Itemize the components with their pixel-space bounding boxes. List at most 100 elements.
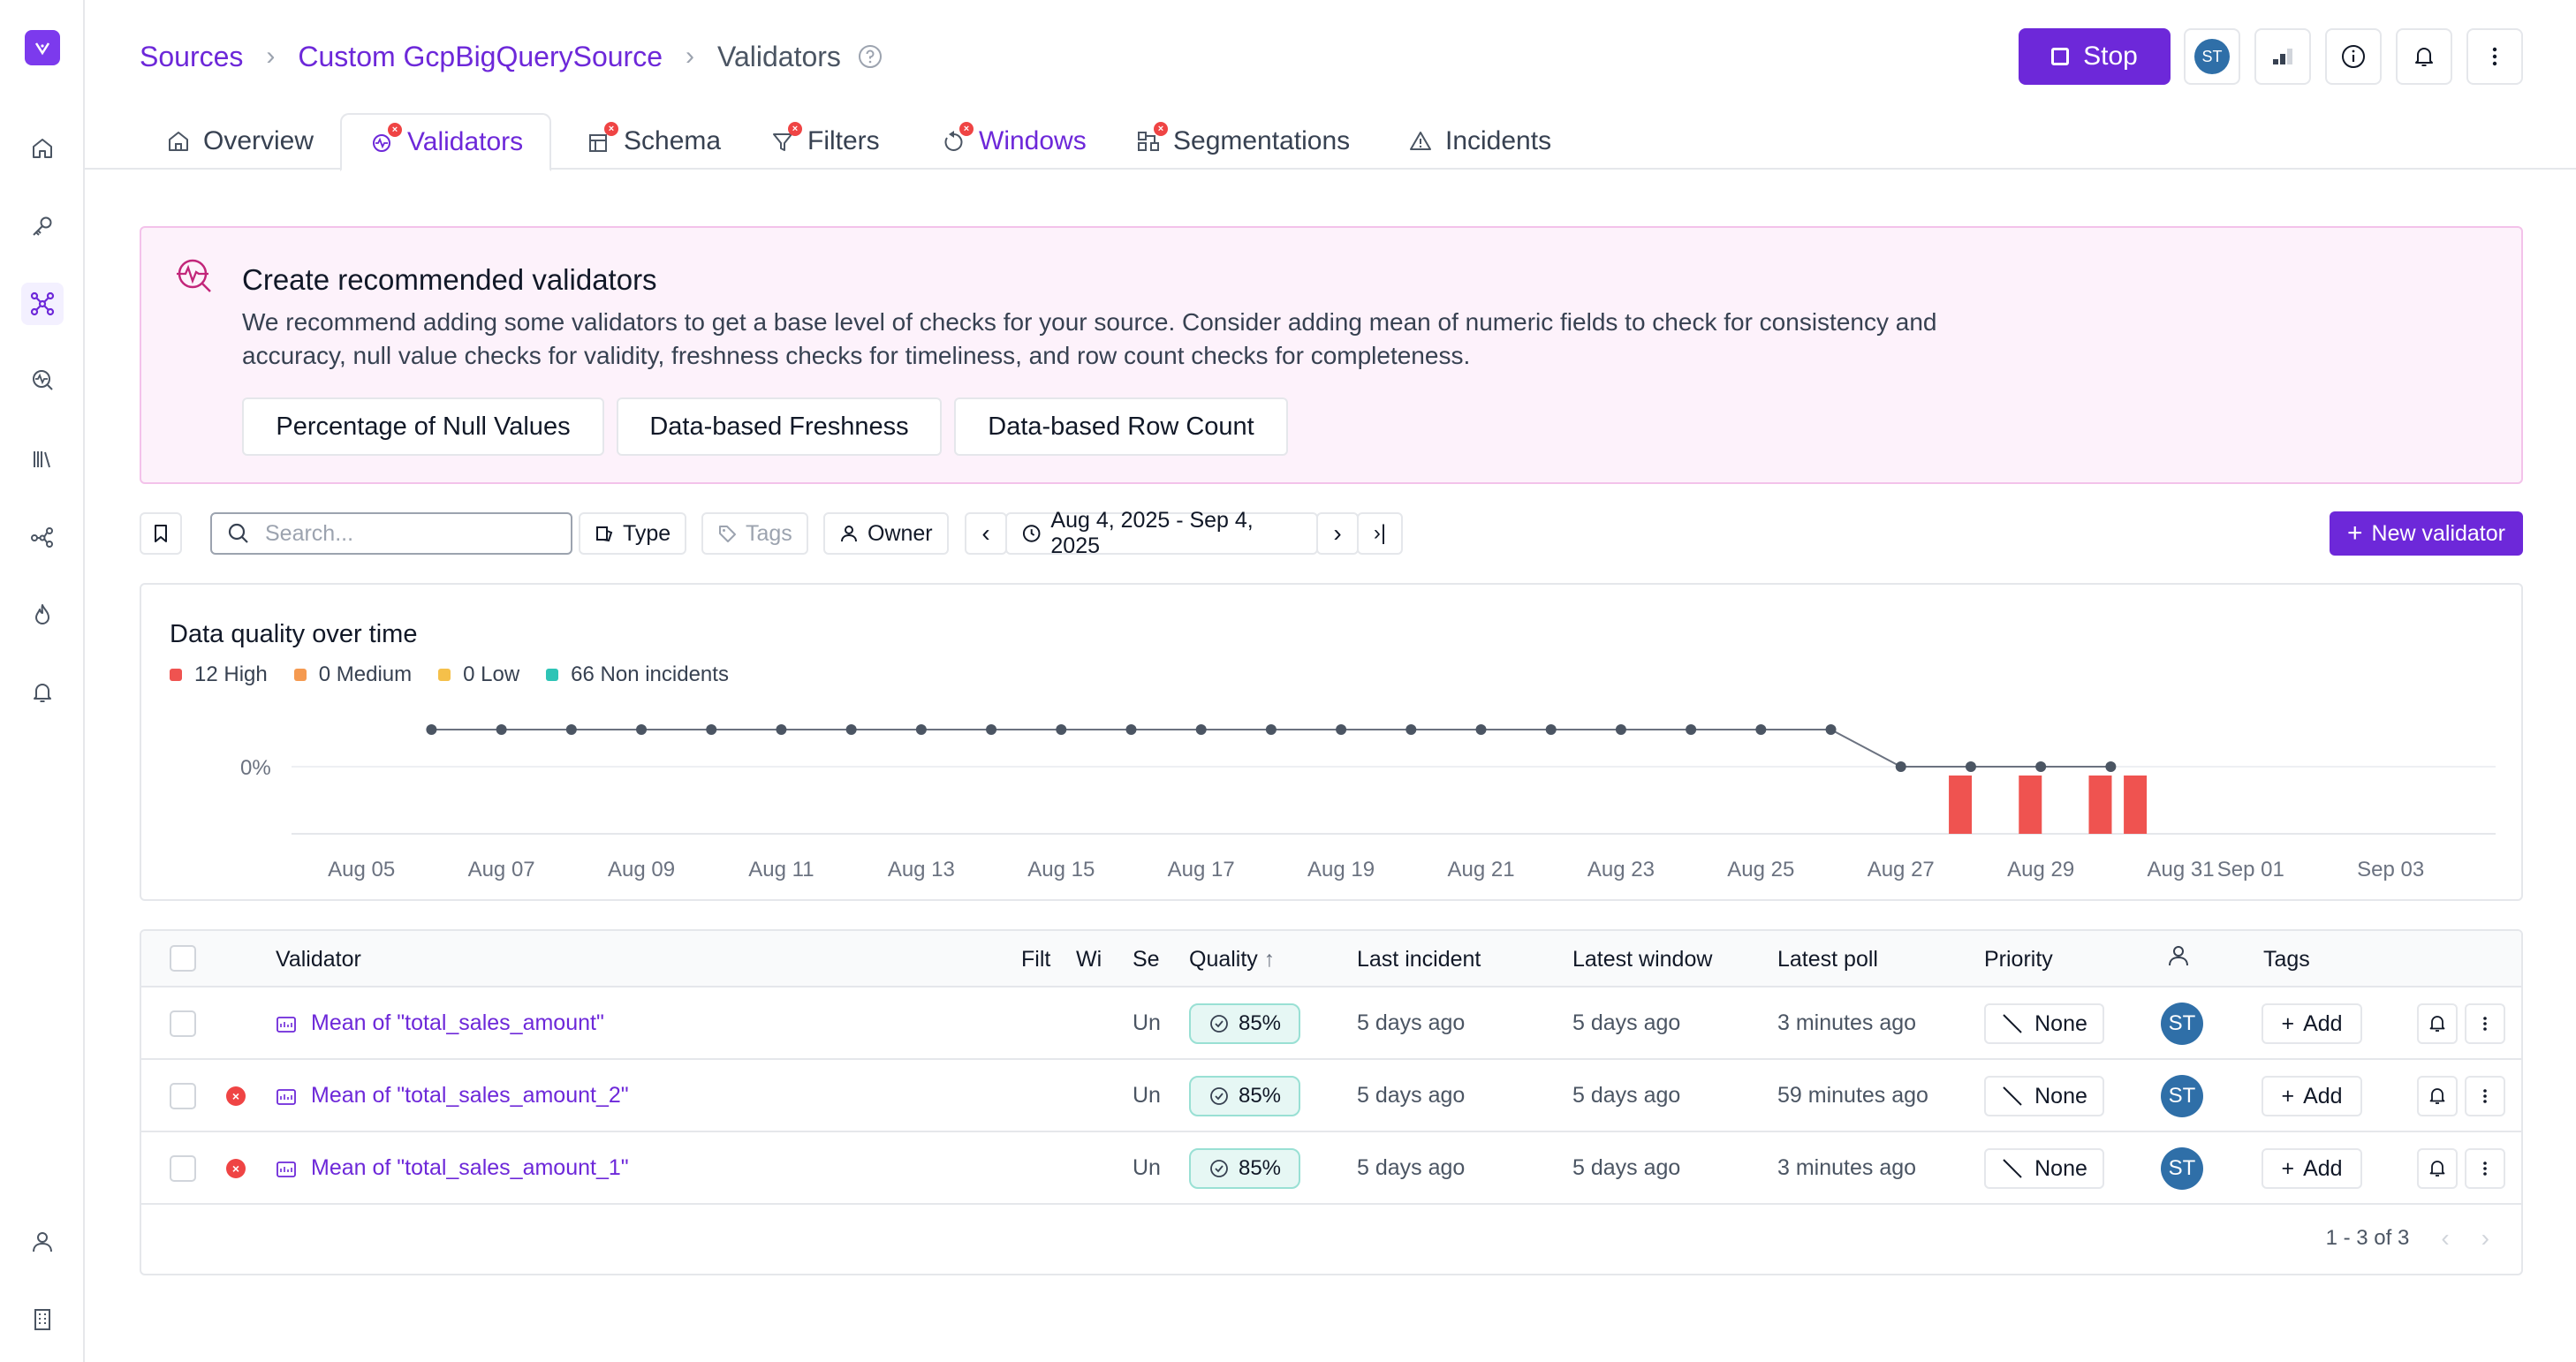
info-button[interactable] xyxy=(2325,28,2382,85)
kebab-icon xyxy=(2483,1017,2487,1031)
key-icon[interactable] xyxy=(21,205,64,247)
column-header-quality-label: Quality xyxy=(1189,947,1258,972)
legend-item-high[interactable]: 12 High xyxy=(170,662,268,687)
validator-name-link[interactable]: Mean of "total_sales_amount_2" xyxy=(311,1083,629,1108)
fire-icon[interactable] xyxy=(21,594,64,636)
breadcrumb-source[interactable]: Custom GcpBigQuerySource xyxy=(298,40,663,72)
line-point xyxy=(1895,761,1906,772)
row-checkbox[interactable] xyxy=(170,1010,196,1037)
building-icon[interactable] xyxy=(21,1298,64,1341)
error-badge-icon: × xyxy=(1154,122,1168,136)
tags-filter-button[interactable]: Tags xyxy=(701,512,808,555)
priority-select[interactable]: None xyxy=(1984,1076,2104,1116)
table-header: Validator Filt Wi Se Quality ↑ Last inci… xyxy=(141,931,2521,987)
legend-item-medium[interactable]: 0 Medium xyxy=(293,662,412,687)
validator-name-link[interactable]: Mean of "total_sales_amount_1" xyxy=(311,1155,629,1180)
add-freshness-button[interactable]: Data-based Freshness xyxy=(617,397,942,456)
table-row[interactable]: × Mean of "total_sales_amount_2" Un 85% … xyxy=(141,1060,2521,1132)
next-page-button[interactable]: › xyxy=(2481,1224,2489,1252)
row-actions-button[interactable] xyxy=(2465,1003,2505,1044)
owner-avatar-button[interactable]: ST xyxy=(2184,28,2240,85)
previous-range-button[interactable]: ‹ xyxy=(965,512,1007,555)
column-header-priority[interactable]: Priority xyxy=(1984,947,2053,972)
search-activity-icon[interactable] xyxy=(21,359,64,401)
owner-avatar[interactable]: ST xyxy=(2161,1075,2203,1117)
type-filter-button[interactable]: Type xyxy=(579,512,687,555)
column-header-segment[interactable]: Se xyxy=(1133,947,1160,972)
owner-avatar[interactable]: ST xyxy=(2161,1147,2203,1190)
add-null-values-button[interactable]: Percentage of Null Values xyxy=(242,397,604,456)
add-tag-button[interactable]: + Add xyxy=(2262,1003,2362,1044)
next-range-button[interactable]: › xyxy=(1316,512,1359,555)
column-header-quality[interactable]: Quality ↑ xyxy=(1189,947,1275,972)
stop-button[interactable]: Stop xyxy=(2019,28,2171,85)
segment-cell: Un xyxy=(1133,1010,1161,1035)
table-row[interactable]: Mean of "total_sales_amount" Un 85% 5 da… xyxy=(141,987,2521,1060)
row-checkbox[interactable] xyxy=(170,1083,196,1109)
tab-segmentations[interactable]: × Segmentations xyxy=(1108,113,1376,170)
priority-select[interactable]: None xyxy=(1984,1003,2104,1044)
priority-select[interactable]: None xyxy=(1984,1148,2104,1189)
lineage-icon[interactable] xyxy=(21,516,64,558)
x-tick-label: Aug 13 xyxy=(888,858,955,882)
line-point xyxy=(1056,724,1067,735)
search-input[interactable]: Search... xyxy=(210,512,572,555)
library-icon[interactable] xyxy=(21,438,64,480)
help-icon[interactable] xyxy=(857,43,883,70)
add-row-count-button[interactable]: Data-based Row Count xyxy=(954,397,1288,456)
notifications-button[interactable] xyxy=(2396,28,2452,85)
tab-windows[interactable]: × Windows xyxy=(913,113,1113,170)
line-point xyxy=(1336,724,1347,735)
tab-incidents[interactable]: Incidents xyxy=(1380,113,1578,170)
tab-schema[interactable]: × Schema xyxy=(558,113,747,170)
validator-name-link[interactable]: Mean of "total_sales_amount" xyxy=(311,1010,604,1035)
priority-button[interactable] xyxy=(2254,28,2311,85)
column-header-owner[interactable] xyxy=(2166,943,2191,974)
column-header-validator[interactable]: Validator xyxy=(276,947,361,972)
x-tick-label: Aug 17 xyxy=(1168,858,1235,882)
breadcrumb-sources[interactable]: Sources xyxy=(140,40,244,72)
row-actions-button[interactable] xyxy=(2465,1076,2505,1116)
add-tag-button[interactable]: + Add xyxy=(2262,1148,2362,1189)
tab-label: Overview xyxy=(203,126,314,155)
tab-filters[interactable]: × Filters xyxy=(742,113,906,170)
date-range-picker[interactable]: Aug 4, 2025 - Sep 4, 2025 xyxy=(1005,508,1318,558)
row-actions-button[interactable] xyxy=(2465,1148,2505,1189)
tab-label: Incidents xyxy=(1445,126,1552,155)
column-header-last-incident[interactable]: Last incident xyxy=(1357,947,1481,972)
notification-button[interactable] xyxy=(2417,1003,2458,1044)
column-header-latest-window[interactable]: Latest window xyxy=(1572,947,1713,972)
kebab-icon xyxy=(2492,47,2497,66)
hub-icon[interactable] xyxy=(21,283,64,325)
tab-validators[interactable]: × Validators xyxy=(340,113,552,171)
owner-filter-button[interactable]: Owner xyxy=(823,512,949,555)
row-checkbox[interactable] xyxy=(170,1155,196,1182)
check-circle-icon xyxy=(1210,1015,1228,1033)
latest-range-button[interactable]: ›| xyxy=(1357,512,1403,555)
tab-overview[interactable]: Overview xyxy=(138,113,340,170)
app-logo[interactable] xyxy=(25,30,60,65)
column-header-window[interactable]: Wi xyxy=(1076,947,1102,972)
owner-avatar[interactable]: ST xyxy=(2161,1003,2203,1045)
new-validator-button[interactable]: + New validator xyxy=(2330,511,2523,556)
column-header-tags[interactable]: Tags xyxy=(2263,947,2310,972)
select-all-checkbox[interactable] xyxy=(170,945,196,972)
table-row[interactable]: × Mean of "total_sales_amount_1" Un 85% … xyxy=(141,1132,2521,1205)
add-tag-label: Add xyxy=(2303,1155,2343,1181)
notification-button[interactable] xyxy=(2417,1148,2458,1189)
user-icon xyxy=(841,526,857,542)
legend-item-non-incidents[interactable]: 66 Non incidents xyxy=(546,662,729,687)
previous-page-button[interactable]: ‹ xyxy=(2441,1224,2450,1252)
bookmark-button[interactable] xyxy=(140,512,182,555)
column-header-filter[interactable]: Filt xyxy=(1021,947,1051,972)
legend-item-low[interactable]: 0 Low xyxy=(438,662,519,687)
add-tag-button[interactable]: + Add xyxy=(2262,1076,2362,1116)
column-header-latest-poll[interactable]: Latest poll xyxy=(1777,947,1878,972)
home-icon[interactable] xyxy=(21,127,64,170)
user-icon[interactable] xyxy=(21,1221,64,1263)
plus-icon: + xyxy=(2281,1010,2295,1036)
legend-swatch xyxy=(170,669,182,681)
notification-button[interactable] xyxy=(2417,1076,2458,1116)
more-menu-button[interactable] xyxy=(2466,28,2523,85)
bell-icon[interactable] xyxy=(21,671,64,714)
